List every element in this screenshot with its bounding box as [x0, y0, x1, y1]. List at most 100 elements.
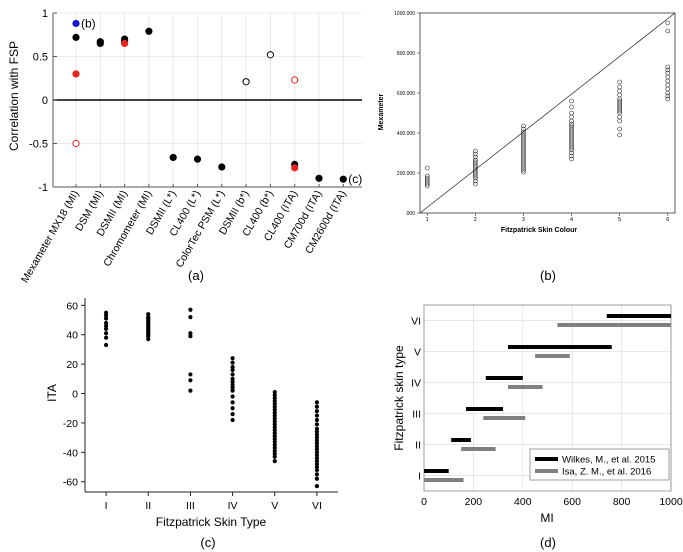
panel-c-point — [314, 472, 320, 477]
panel-d-xtick-label: 800 — [613, 496, 631, 508]
panel-a-correlation-chart: Correlation with FSP (a) 1 0.5 0 -0.5 -1Mexa… — [7, 8, 362, 285]
panel-a-ytick-label: -0.5 — [29, 139, 48, 151]
panel-b-point — [665, 93, 671, 99]
panel-b-point — [617, 126, 622, 132]
panel-b-xtick-label: 6 — [666, 217, 669, 223]
panel-c-point — [272, 436, 277, 442]
panel-c-point — [103, 323, 109, 329]
panel-c-ytick-label: -20 — [63, 418, 78, 430]
panel-c-point — [314, 429, 320, 434]
panel-c-point — [314, 409, 320, 414]
panel-a-annotation: (b) — [81, 16, 96, 30]
panel-c-point — [272, 395, 277, 401]
panel-c-point — [272, 451, 277, 456]
panel-c-point — [230, 376, 235, 381]
panel-c-point — [314, 422, 320, 427]
panel-d-range-chart: MI Fitzpatrick skin type (d) IIIIIIIVVVI… — [392, 304, 683, 550]
panel-a-point — [145, 27, 153, 35]
panel-c-point — [314, 450, 320, 455]
panel-c-point — [314, 432, 320, 437]
panel-a-ylabel: Correlation with FSP — [7, 41, 21, 151]
panel-b-point — [665, 64, 671, 70]
panel-b-ylabel: Mexameter — [378, 93, 385, 130]
panel-a-point — [266, 51, 274, 59]
panel-a-point — [72, 19, 80, 28]
panel-c-point — [230, 412, 235, 417]
panel-c-point — [230, 367, 235, 373]
panel-c-point — [188, 388, 193, 393]
panel-c-ylabel: ITA — [45, 384, 59, 402]
panel-c-point — [103, 310, 109, 315]
panel-c-xtick-label: II — [145, 500, 151, 512]
panel-c-point — [314, 413, 320, 418]
panel-b-point — [617, 79, 622, 85]
panel-c-xtick-label: VI — [312, 500, 322, 512]
panel-c-point — [146, 312, 151, 317]
panel-c-point — [103, 335, 109, 340]
panel-c-point — [103, 326, 109, 331]
panel-a-point — [72, 139, 80, 148]
panel-c-ytick-label: 40 — [66, 330, 78, 342]
panel-c-point — [103, 313, 109, 318]
panel-d-xtick-label: 600 — [563, 496, 581, 508]
panel-d-ytick-label: II — [415, 440, 421, 452]
panel-b-xtick-label: 5 — [618, 217, 621, 223]
panel-b-point — [569, 98, 574, 104]
panel-c-point — [314, 417, 320, 423]
panel-d-ytick-label: V — [414, 347, 421, 359]
panel-b-point — [617, 84, 622, 90]
panel-d-xtick-label: 200 — [465, 496, 483, 508]
panel-c-point — [272, 425, 277, 430]
panel-c-point — [272, 422, 277, 427]
panel-c-ytick-label: -60 — [63, 477, 78, 489]
panel-b-xlabel: Fitzpatrick Skin Colour — [501, 227, 578, 234]
panel-c-point — [314, 484, 320, 489]
panel-c-point — [272, 454, 277, 459]
panel-a-ytick-label: 1 — [42, 8, 48, 20]
panel-b-point — [473, 154, 478, 160]
panel-c-label: (c) — [200, 535, 215, 550]
panel-a-point — [291, 164, 299, 172]
panel-b-point — [569, 110, 574, 116]
panel-c-point — [272, 448, 277, 453]
panel-b-point — [473, 181, 478, 187]
panel-b-point — [665, 67, 671, 73]
panel-b-point — [617, 98, 622, 104]
panel-c-point — [314, 476, 320, 481]
panel-c-ytick-label: 0 — [72, 389, 78, 401]
panel-a-point — [218, 163, 226, 171]
panel-b-point — [569, 153, 574, 159]
panel-c-xtick-label: I — [105, 500, 108, 512]
panel-c-point — [314, 400, 320, 405]
panel-c-point — [272, 445, 277, 451]
panel-b-point — [521, 131, 526, 137]
panel-c-point — [188, 315, 193, 320]
panel-b-point — [665, 20, 671, 26]
panel-c-point — [314, 453, 320, 458]
panel-c-point — [272, 398, 277, 403]
panel-c-point — [272, 404, 277, 409]
panel-c-point — [103, 316, 109, 321]
panel-c-point — [103, 320, 109, 326]
panel-b-point — [424, 173, 430, 179]
panel-b-point — [424, 175, 430, 181]
panel-d-legend-label: Wilkes, M., et al. 2015 — [562, 455, 655, 466]
panel-c-point — [272, 434, 277, 439]
panel-b-point — [521, 126, 526, 132]
panel-c-point — [314, 441, 320, 446]
panel-b-ytick-label: 1000.000 — [394, 11, 415, 17]
panel-b-point — [617, 132, 622, 138]
panel-a-point — [169, 153, 177, 162]
panel-d-xtick-label: 0 — [421, 496, 427, 508]
panel-a-point — [72, 70, 80, 78]
panel-c-point — [230, 385, 235, 390]
panel-a-point — [339, 175, 347, 183]
panel-b-label: (b) — [540, 268, 556, 283]
panel-c-point — [314, 438, 320, 443]
panel-d-ytick-label: III — [412, 409, 421, 421]
panel-b-point — [665, 70, 671, 76]
panel-a-ytick-label: 0 — [42, 95, 48, 107]
panel-c-point — [272, 392, 277, 398]
panel-a-point — [242, 78, 250, 86]
